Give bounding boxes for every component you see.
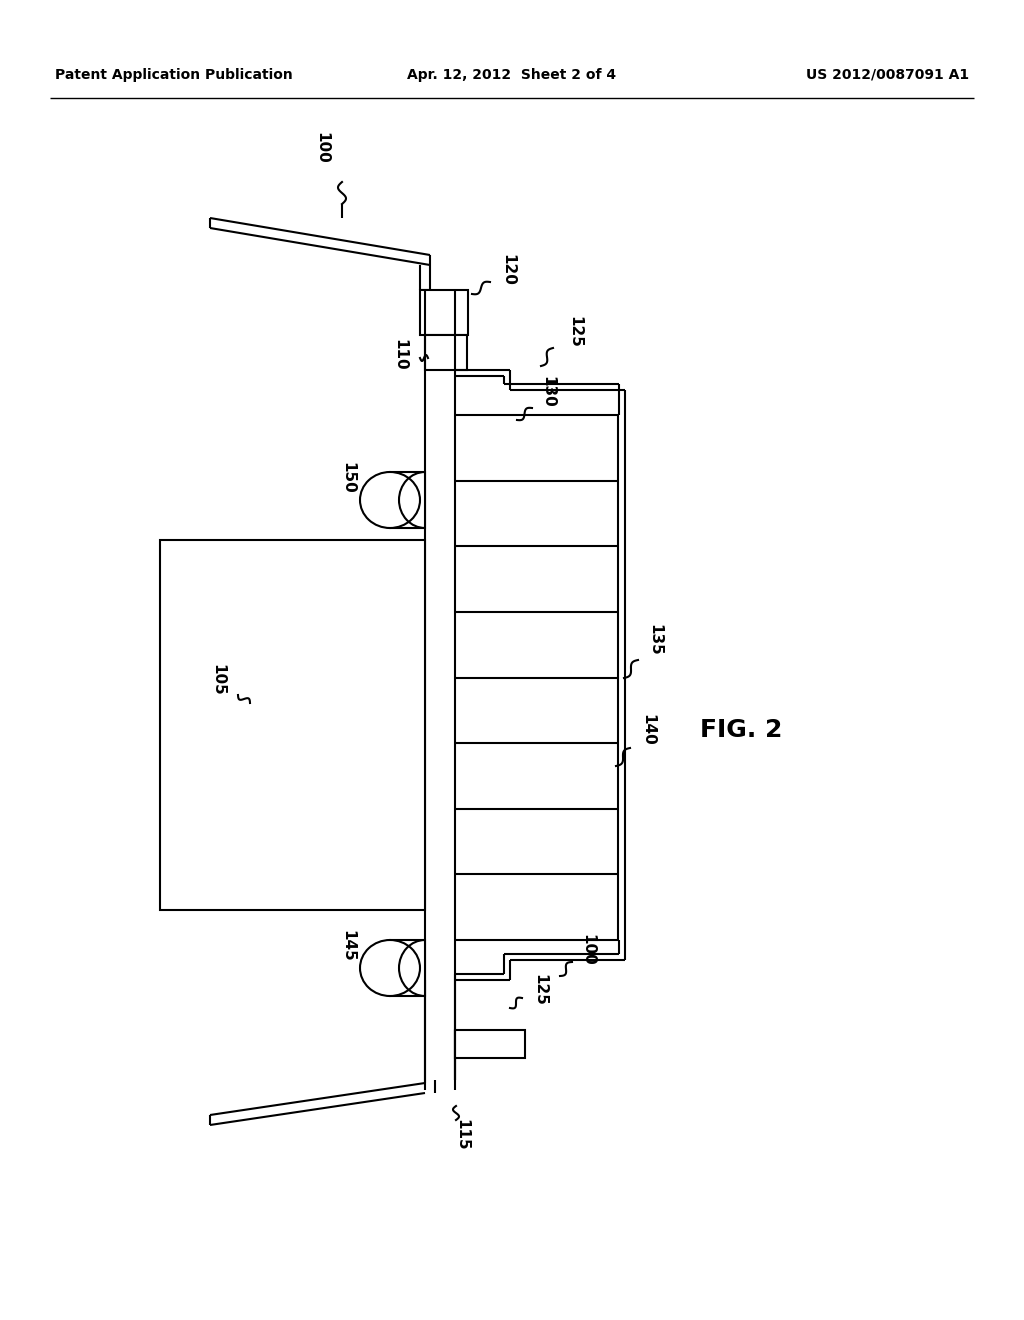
Text: 100: 100 [314,132,330,164]
Text: 145: 145 [341,931,355,962]
Text: 120: 120 [501,253,515,286]
Text: US 2012/0087091 A1: US 2012/0087091 A1 [806,69,969,82]
Text: 100: 100 [581,935,596,966]
Bar [420,290,468,335]
Ellipse shape [360,940,420,997]
Text: FIG. 2: FIG. 2 [700,718,782,742]
Bar [455,1030,525,1059]
Bar [160,540,425,909]
Bar [390,473,425,528]
Text: 130: 130 [541,376,555,408]
Text: 140: 140 [640,714,655,746]
Text: 125: 125 [532,974,548,1006]
Bar [390,940,425,997]
Text: 115: 115 [455,1119,469,1151]
Text: 105: 105 [211,664,225,696]
Text: 150: 150 [341,462,355,494]
Text: 135: 135 [647,624,663,656]
Text: Apr. 12, 2012  Sheet 2 of 4: Apr. 12, 2012 Sheet 2 of 4 [408,69,616,82]
Text: 110: 110 [392,339,408,371]
Text: 125: 125 [567,315,583,348]
Ellipse shape [360,473,420,528]
Bar [425,335,467,370]
Text: Patent Application Publication: Patent Application Publication [55,69,293,82]
